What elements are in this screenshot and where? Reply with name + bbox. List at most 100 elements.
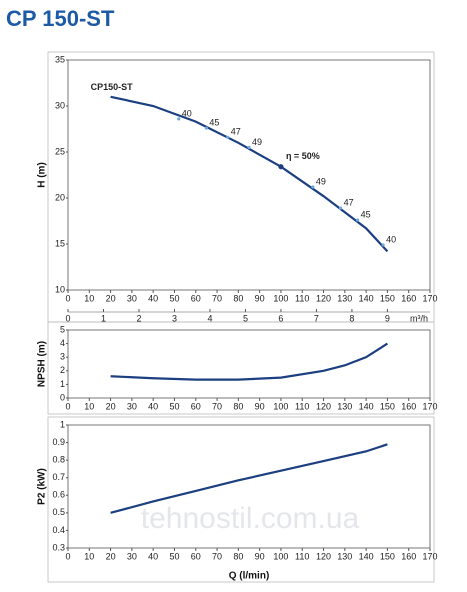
x2-tick-label: 6	[278, 313, 283, 323]
curve	[110, 95, 389, 253]
x-tick-label: 70	[212, 401, 222, 411]
x-tick-label: 70	[212, 293, 222, 303]
x-tick-label: 40	[148, 551, 158, 561]
x-tick-label: 120	[316, 293, 331, 303]
efficiency-marker	[381, 243, 385, 247]
page-title: CP 150-ST	[6, 6, 115, 31]
y-tick-label: 0	[60, 392, 65, 402]
y-tick-label: 25	[55, 146, 65, 156]
x-tick-label: 160	[401, 551, 416, 561]
curve	[110, 443, 388, 514]
plot-frame	[67, 424, 431, 549]
x-tick-label: 100	[273, 401, 288, 411]
x2-tick-label: 7	[314, 313, 319, 323]
x-tick-label: 50	[169, 293, 179, 303]
x-tick-label: 10	[84, 551, 94, 561]
x2-tick-label: 5	[243, 313, 248, 323]
y-tick-label: 0.6	[52, 490, 65, 500]
efficiency-label: 49	[252, 137, 262, 147]
x-tick-label: 0	[65, 401, 70, 411]
x-tick-label: 140	[359, 551, 374, 561]
y-axis-title: NPSH (m)	[37, 341, 48, 387]
x-tick-label: 80	[233, 401, 243, 411]
y-tick-label: 0.3	[52, 542, 65, 552]
x-tick-label: 160	[401, 401, 416, 411]
efficiency-label: 47	[231, 127, 241, 137]
x-tick-label: 60	[191, 551, 201, 561]
x-tick-label: 50	[169, 551, 179, 561]
x-tick-label: 90	[255, 293, 265, 303]
y-tick-label: 5	[60, 324, 65, 334]
x2-tick-label: 3	[172, 313, 177, 323]
x-tick-label: 100	[273, 293, 288, 303]
x-tick-label: 60	[191, 401, 201, 411]
x-tick-label: 30	[127, 551, 137, 561]
x-tick-label: 150	[380, 401, 395, 411]
x-tick-label: 110	[295, 551, 309, 561]
y-tick-label: 35	[55, 54, 65, 64]
x-tick-label: 150	[380, 551, 395, 561]
x-tick-label: 50	[169, 401, 179, 411]
x-tick-label: 30	[127, 293, 137, 303]
y-tick-label: 0.9	[52, 437, 65, 447]
y-tick-label: 15	[55, 238, 65, 248]
x-tick-label: 110	[295, 401, 309, 411]
series-label: CP150-ST	[91, 82, 134, 92]
x2-axis-title: m³/h	[410, 313, 428, 323]
x-axis-title: Q (l/min)	[229, 571, 270, 582]
annotation: η = 50%	[286, 151, 320, 161]
x-tick-label: 40	[148, 293, 158, 303]
efficiency-marker	[177, 117, 181, 121]
efficiency-marker	[204, 126, 209, 130]
x-tick-label: 160	[401, 293, 416, 303]
efficiency-label: 45	[361, 209, 371, 219]
x-tick-label: 130	[337, 293, 352, 303]
x-tick-label: 170	[422, 551, 437, 561]
x2-tick-label: 8	[349, 313, 354, 323]
x-tick-label: 120	[316, 401, 331, 411]
x-tick-label: 90	[255, 551, 265, 561]
y-axis-title: H (m)	[37, 162, 48, 188]
y-tick-label: 2	[60, 365, 65, 375]
x-tick-label: 20	[106, 551, 116, 561]
x-tick-label: 170	[422, 293, 437, 303]
watermark: tehnostil.com.ua	[141, 502, 360, 535]
y-tick-label: 1	[60, 379, 65, 389]
x-tick-label: 90	[255, 401, 265, 411]
efficiency-marker	[356, 218, 360, 222]
x-tick-label: 60	[191, 293, 201, 303]
y-tick-label: 0.4	[52, 525, 65, 535]
outer-frame	[47, 416, 435, 583]
x2-tick-label: 4	[207, 313, 212, 323]
x2-tick-label: 9	[385, 313, 390, 323]
x-tick-label: 100	[273, 551, 288, 561]
x-tick-label: 10	[84, 401, 94, 411]
y-tick-label: 3	[60, 352, 65, 362]
x-tick-label: 20	[106, 401, 116, 411]
efficiency-marker	[247, 145, 251, 149]
y-tick-label: 30	[55, 100, 65, 110]
efficiency-label: 40	[182, 108, 192, 118]
x-tick-label: 30	[127, 401, 137, 411]
plot-frame	[67, 329, 431, 399]
efficiency-marker	[226, 135, 230, 139]
annotation-point	[278, 164, 284, 170]
x-tick-label: 170	[422, 401, 437, 411]
x-tick-label: 80	[233, 293, 243, 303]
y-tick-label: 0.5	[52, 507, 65, 517]
x-tick-label: 150	[380, 293, 395, 303]
plot-frame	[67, 59, 431, 291]
x2-tick-label: 2	[136, 313, 141, 323]
y-tick-label: 4	[60, 338, 65, 348]
y-axis-title: P2 (kW)	[37, 468, 48, 505]
y-tick-label: 0.7	[52, 472, 65, 482]
x-tick-label: 130	[337, 551, 352, 561]
x-tick-label: 0	[65, 551, 70, 561]
efficiency-label: 45	[209, 117, 219, 127]
x-tick-label: 80	[233, 551, 243, 561]
y-tick-label: 10	[55, 284, 65, 294]
x-tick-label: 120	[316, 551, 331, 561]
x-tick-label: 0	[65, 293, 70, 303]
y-tick-label: 20	[55, 192, 65, 202]
